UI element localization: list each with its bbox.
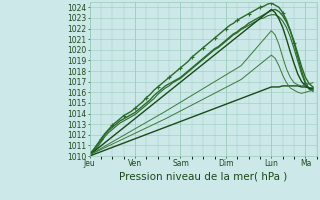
X-axis label: Pression niveau de la mer( hPa ): Pression niveau de la mer( hPa ) [119,171,287,181]
